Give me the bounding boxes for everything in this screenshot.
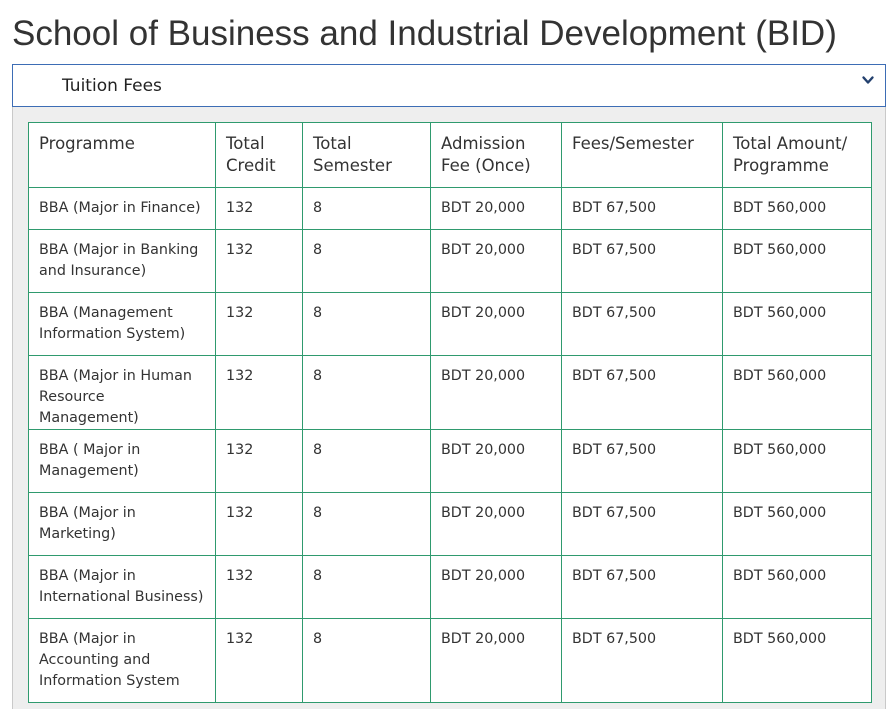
total-amount-cell: BDT 560,000 (722, 492, 872, 556)
programme-cell: BBA (Major in Finance) (28, 187, 216, 230)
admission-fee-cell: BDT 20,000 (430, 618, 562, 703)
table-row: BBA (Management Information System) 132 … (28, 292, 872, 356)
tuition-fees-accordion: Tuition Fees Programme Total Cr (12, 64, 886, 709)
table-row: BBA (Major in Finance) 132 8 BDT 20,000 … (28, 187, 872, 230)
programme-cell: BBA ( Major in Management) (28, 429, 216, 493)
total-credit-cell: 132 (215, 555, 303, 619)
total-amount-cell: BDT 560,000 (722, 618, 872, 703)
table-row: BBA (Major in Marketing) 132 8 BDT 20,00… (28, 492, 872, 556)
total-credit-cell: 132 (215, 229, 303, 293)
total-semester-cell: 8 (302, 429, 431, 493)
total-credit-cell: 132 (215, 618, 303, 703)
table-row: BBA (Major in Accounting and Information… (28, 618, 872, 703)
admission-fee-cell: BDT 20,000 (430, 187, 562, 230)
total-semester-cell: 8 (302, 229, 431, 293)
tuition-fees-accordion-header[interactable]: Tuition Fees (12, 64, 886, 107)
total-amount-cell: BDT 560,000 (722, 292, 872, 356)
programme-cell: BBA (Major in International Business) (28, 555, 216, 619)
column-header-fees-per-semester: Fees/Semester (561, 122, 723, 188)
admission-fee-cell: BDT 20,000 (430, 355, 562, 430)
fees-per-semester-cell: BDT 67,500 (561, 492, 723, 556)
total-semester-cell: 8 (302, 292, 431, 356)
total-amount-cell: BDT 560,000 (722, 429, 872, 493)
total-credit-cell: 132 (215, 429, 303, 493)
chevron-down-icon[interactable] (861, 73, 875, 87)
programme-cell: BBA (Management Information System) (28, 292, 216, 356)
admission-fee-cell: BDT 20,000 (430, 492, 562, 556)
accordion-panel: Programme Total Credit Total Semester Ad… (12, 107, 886, 709)
total-amount-cell: BDT 560,000 (722, 187, 872, 230)
table-row: BBA (Major in International Business) 13… (28, 555, 872, 619)
table-row: BBA (Major in Banking and Insurance) 132… (28, 229, 872, 293)
total-amount-cell: BDT 560,000 (722, 555, 872, 619)
total-credit-cell: 132 (215, 492, 303, 556)
column-header-admission-fee: Admission Fee (Once) (430, 122, 562, 188)
total-semester-cell: 8 (302, 618, 431, 703)
fees-per-semester-cell: BDT 67,500 (561, 229, 723, 293)
table-header-row: Programme Total Credit Total Semester Ad… (28, 122, 872, 188)
page-title: School of Business and Industrial Develo… (12, 14, 837, 53)
fees-per-semester-cell: BDT 67,500 (561, 618, 723, 703)
total-semester-cell: 8 (302, 492, 431, 556)
fees-per-semester-cell: BDT 67,500 (561, 429, 723, 493)
programme-cell: BBA (Major in Accounting and Information… (28, 618, 216, 703)
column-header-total-credit: Total Credit (215, 122, 303, 188)
table-row: BBA ( Major in Management) 132 8 BDT 20,… (28, 429, 872, 493)
column-header-total-amount: Total Amount/ Programme (722, 122, 872, 188)
programme-cell: BBA (Major in Marketing) (28, 492, 216, 556)
accordion-header-label: Tuition Fees (62, 76, 162, 96)
total-credit-cell: 132 (215, 187, 303, 230)
column-header-total-semester: Total Semester (302, 122, 431, 188)
total-amount-cell: BDT 560,000 (722, 229, 872, 293)
total-credit-cell: 132 (215, 355, 303, 430)
total-credit-cell: 132 (215, 292, 303, 356)
programme-cell: BBA (Major in Human Resource Management) (28, 355, 216, 430)
admission-fee-cell: BDT 20,000 (430, 229, 562, 293)
fees-per-semester-cell: BDT 67,500 (561, 292, 723, 356)
fees-per-semester-cell: BDT 67,500 (561, 355, 723, 430)
fees-per-semester-cell: BDT 67,500 (561, 555, 723, 619)
column-header-programme: Programme (28, 122, 216, 188)
admission-fee-cell: BDT 20,000 (430, 429, 562, 493)
programme-cell: BBA (Major in Banking and Insurance) (28, 229, 216, 293)
total-semester-cell: 8 (302, 187, 431, 230)
admission-fee-cell: BDT 20,000 (430, 555, 562, 619)
fees-per-semester-cell: BDT 67,500 (561, 187, 723, 230)
tuition-fees-table: Programme Total Credit Total Semester Ad… (28, 122, 872, 703)
table-row: BBA (Major in Human Resource Management)… (28, 355, 872, 430)
admission-fee-cell: BDT 20,000 (430, 292, 562, 356)
total-semester-cell: 8 (302, 555, 431, 619)
total-amount-cell: BDT 560,000 (722, 355, 872, 430)
total-semester-cell: 8 (302, 355, 431, 430)
